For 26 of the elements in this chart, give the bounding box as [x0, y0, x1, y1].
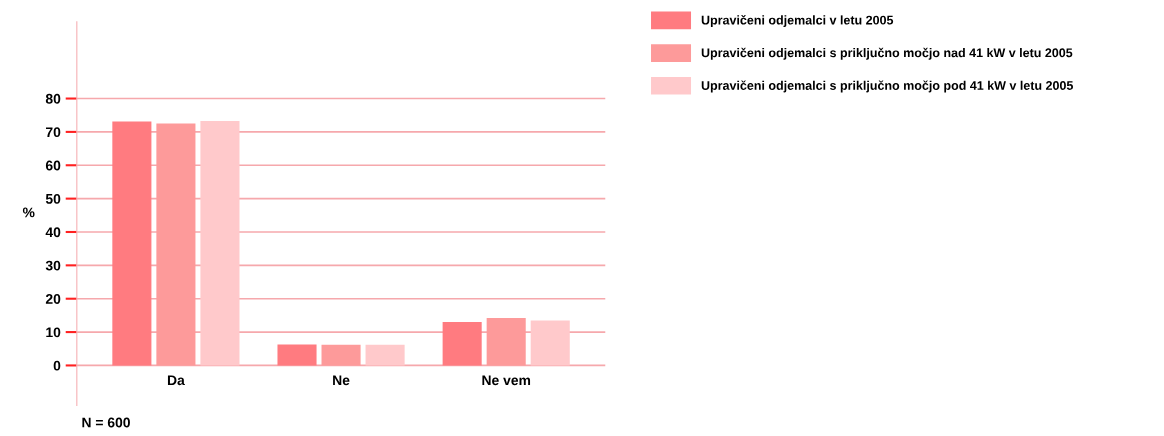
bar	[321, 344, 361, 366]
y-tick-label: 70	[46, 127, 61, 138]
y-tick-label: 0	[53, 360, 61, 371]
legend-label: Upravičeni odjemalci v letu 2005	[701, 15, 894, 28]
text: N = 600	[82, 417, 130, 428]
bar	[112, 121, 152, 366]
bar	[442, 322, 482, 366]
bar	[365, 344, 405, 366]
y-tick-label: 10	[46, 327, 61, 338]
y-tick-label: 40	[45, 227, 61, 238]
y-tick-label: 80	[45, 93, 61, 104]
y-tick-label: 60	[45, 160, 61, 171]
legend-label: Upravičeni odjemalci s priključno močjo pod 41 kW v letu 2005	[701, 80, 1074, 93]
x-tick-label: Ne	[333, 375, 350, 386]
bar	[486, 318, 526, 366]
bar	[277, 344, 317, 366]
y-tick-label: 30	[45, 260, 61, 271]
bar	[530, 320, 570, 366]
bar	[156, 123, 196, 366]
bar	[200, 120, 240, 366]
legend-label: Upravičeni odjemalci s priključno močjo nad 41 kW v letu 2005	[701, 47, 1073, 60]
x-tick-label: Da	[167, 375, 185, 386]
y-axis-title: %	[22, 207, 35, 218]
y-tick-label: 50	[45, 193, 61, 204]
y-tick-label: 20	[45, 294, 61, 304]
x-tick-label: Ne vem	[482, 375, 531, 386]
